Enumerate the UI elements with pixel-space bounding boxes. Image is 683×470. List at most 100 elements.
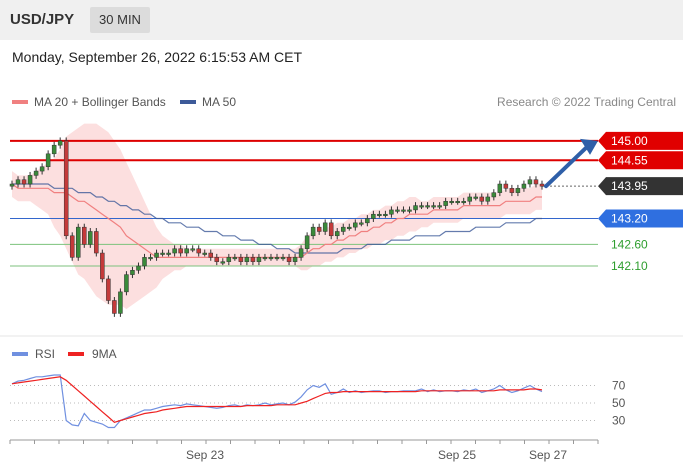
candle: [365, 215, 370, 227]
candle: [334, 228, 340, 240]
candle-body: [124, 274, 129, 293]
timeframe-button[interactable]: 30 MIN: [90, 7, 150, 33]
candle: [359, 219, 364, 227]
candle-body: [130, 270, 135, 275]
candle-body: [413, 205, 418, 211]
candle-body: [190, 248, 195, 251]
candle: [244, 253, 250, 266]
candle: [238, 253, 244, 266]
candle: [533, 176, 539, 188]
ma9-swatch: [68, 352, 84, 356]
candle: [443, 197, 448, 210]
legend-ma50-label: MA 50: [202, 95, 237, 109]
candle: [250, 253, 256, 266]
candle-body: [268, 257, 274, 260]
candle: [503, 180, 509, 192]
candle: [21, 176, 27, 188]
candle-body: [395, 209, 400, 212]
research-credit: Research © 2022 Trading Central: [497, 95, 676, 109]
candle: [491, 189, 497, 201]
candle: [316, 223, 322, 235]
x-tick-label: Sep 25: [438, 448, 476, 462]
candle-body: [214, 257, 220, 262]
candle-body: [196, 248, 201, 254]
candle: [449, 197, 454, 205]
candle: [539, 180, 545, 190]
candle-body: [154, 252, 159, 258]
candle: [51, 141, 57, 158]
candle-body: [359, 222, 364, 225]
candle-body: [473, 196, 478, 199]
candle-body: [437, 205, 442, 208]
candle: [304, 232, 310, 253]
candle-body: [172, 248, 177, 254]
candle: [461, 197, 466, 205]
candle-body: [69, 235, 75, 258]
candle: [473, 193, 478, 201]
candle: [298, 245, 304, 261]
candle-body: [33, 170, 39, 176]
candle: [220, 258, 226, 266]
candle-body: [425, 205, 430, 208]
level-tag-bg: [598, 131, 683, 150]
candle: [106, 275, 111, 304]
level-label: 145.00: [611, 134, 648, 148]
candle-body: [15, 179, 21, 185]
candle: [262, 253, 268, 261]
candle: [455, 197, 460, 205]
candle: [328, 219, 334, 240]
candles: [9, 137, 545, 317]
candle-body: [45, 153, 51, 168]
candle-body: [160, 252, 165, 255]
candle: [322, 219, 328, 235]
candle-body: [184, 248, 189, 254]
candle-body: [515, 188, 521, 193]
candle-body: [166, 252, 171, 255]
candle-body: [226, 257, 232, 262]
candle-body: [100, 252, 105, 280]
level-label: 143.95: [611, 179, 648, 193]
candle: [190, 245, 195, 253]
rsi-legend: RSI 9MA: [12, 347, 117, 361]
candle-body: [503, 183, 509, 189]
candle-body: [347, 226, 352, 229]
x-tick-label: Sep 27: [529, 448, 567, 462]
level-tag-143.20: 143.20: [598, 209, 683, 228]
candle: [413, 202, 418, 214]
candle-body: [57, 140, 63, 146]
candle: [419, 202, 424, 210]
candle: [527, 176, 533, 188]
candle: [256, 253, 262, 266]
candle: [497, 180, 503, 197]
rsi-tick-30: 30: [612, 414, 626, 428]
candle-body: [431, 205, 436, 208]
rsi-legend-label: RSI: [35, 347, 55, 361]
level-tag-bg: [598, 177, 683, 196]
candle-body: [467, 196, 472, 202]
level-label: 142.60: [611, 237, 648, 251]
candle: [166, 249, 171, 257]
candle: [82, 223, 87, 248]
candle-body: [94, 231, 99, 254]
candle: [196, 245, 201, 257]
candle: [395, 206, 400, 214]
candle-body: [262, 257, 268, 260]
candle-body: [142, 257, 147, 267]
candle: [214, 253, 220, 266]
candle-body: [292, 257, 298, 262]
chart-header: USD/JPY 30 MIN: [0, 0, 683, 40]
level-tags: 145.00 144.55 143.95 143.20 142.60 142.10: [598, 131, 683, 273]
bollinger-band: [12, 123, 542, 310]
ma50-line: [12, 183, 542, 254]
candle: [160, 249, 165, 257]
candle: [431, 202, 436, 210]
candle: [136, 262, 141, 274]
candle: [232, 253, 238, 261]
ma50-swatch: [180, 99, 196, 104]
candle: [33, 167, 39, 179]
candle: [274, 253, 280, 261]
candle-body: [232, 257, 238, 260]
candle-body: [389, 209, 394, 215]
candle: [377, 210, 382, 218]
